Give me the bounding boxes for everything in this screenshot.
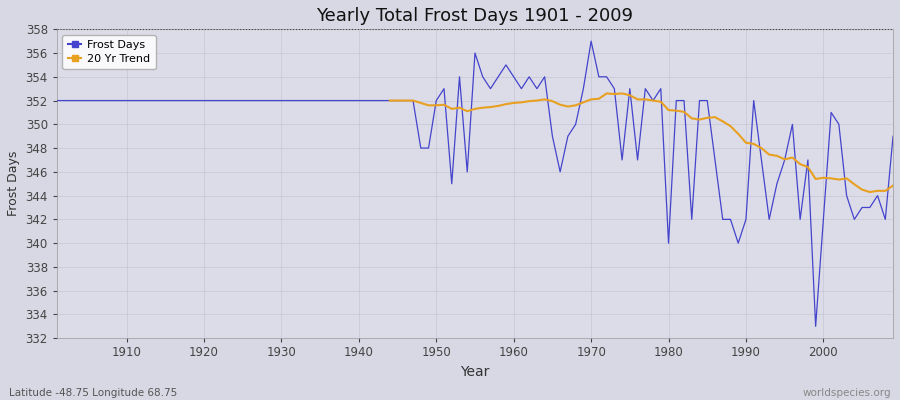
Text: Latitude -48.75 Longitude 68.75: Latitude -48.75 Longitude 68.75 xyxy=(9,388,177,398)
X-axis label: Year: Year xyxy=(460,365,490,379)
Legend: Frost Days, 20 Yr Trend: Frost Days, 20 Yr Trend xyxy=(62,35,156,70)
Title: Yearly Total Frost Days 1901 - 2009: Yearly Total Frost Days 1901 - 2009 xyxy=(317,7,634,25)
Text: worldspecies.org: worldspecies.org xyxy=(803,388,891,398)
Y-axis label: Frost Days: Frost Days xyxy=(7,151,20,216)
